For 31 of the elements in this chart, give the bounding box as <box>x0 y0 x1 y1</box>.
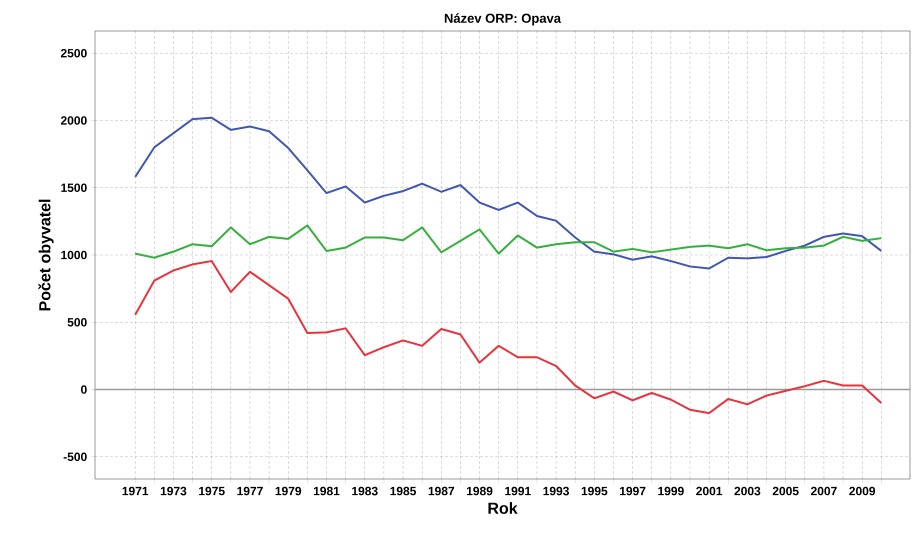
x-tick-label: 1975 <box>199 486 225 496</box>
x-tick-label: 2003 <box>734 486 760 496</box>
x-tick-label: 2005 <box>772 486 799 496</box>
x-axis-title: Rok <box>488 502 518 514</box>
x-tick-label: 1985 <box>390 486 416 496</box>
x-tick-label: 1995 <box>582 486 608 496</box>
y-axis-title: Počet obyvatel <box>38 200 54 310</box>
x-tick-label: 1997 <box>620 486 646 496</box>
y-tick-label: 500 <box>68 318 87 327</box>
y-tick-label: -500 <box>64 452 87 462</box>
x-tick-label: 1971 <box>122 486 148 496</box>
chart-title: Název ORP: Opava <box>444 13 562 26</box>
x-tick-label: 2007 <box>810 486 837 496</box>
x-tick-label: 1991 <box>505 486 531 496</box>
x-tick-label: 2009 <box>849 486 876 496</box>
y-tick-label: 1000 <box>61 250 87 260</box>
x-tick-label: 1989 <box>466 486 492 496</box>
x-tick-label: 1973 <box>160 486 186 496</box>
x-tick-label: 1987 <box>428 486 454 496</box>
x-tick-label: 1981 <box>314 486 340 496</box>
y-tick-label: 2500 <box>60 48 87 58</box>
x-tick-label: 1999 <box>658 486 684 496</box>
x-tick-label: 1993 <box>543 486 569 496</box>
x-tick-label: 1979 <box>276 486 302 496</box>
y-tick-label: 1500 <box>61 183 87 192</box>
x-tick-label: 1983 <box>352 486 378 496</box>
y-tick-label: 0 <box>81 385 87 394</box>
x-tick-label: 1977 <box>237 486 263 496</box>
x-tick-label: 2001 <box>696 486 722 496</box>
line-series <box>134 116 882 270</box>
y-tick-label: 2000 <box>60 116 87 125</box>
